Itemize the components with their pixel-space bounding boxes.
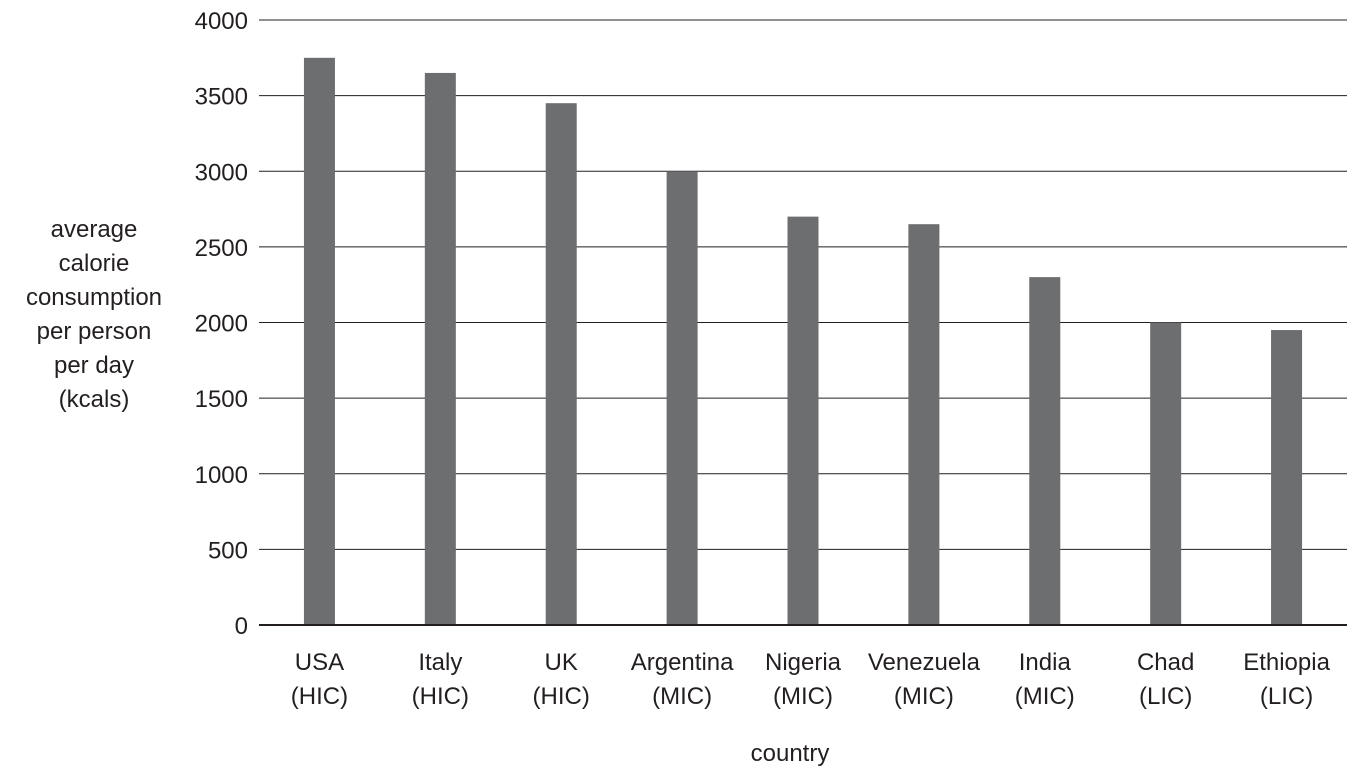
y-tick-label: 3000 — [195, 159, 248, 186]
x-tick-label-line: (LIC) — [1139, 683, 1192, 710]
y-tick-label: 2000 — [195, 311, 248, 338]
bar-6 — [1029, 277, 1061, 625]
x-tick-label: USA (HIC) — [291, 649, 348, 710]
x-tick-label-line: UK — [545, 649, 578, 676]
x-tick-label-line: India — [1019, 649, 1072, 676]
x-tick-label: India (MIC) — [1015, 649, 1075, 710]
y-tick-label: 1500 — [195, 386, 248, 413]
y-tick-label: 2500 — [195, 235, 248, 262]
y-tick-label: 4000 — [195, 8, 248, 35]
y-tick-label: 3500 — [195, 84, 248, 111]
bar-5 — [908, 224, 940, 625]
bar-8 — [1271, 330, 1303, 625]
bar-2 — [545, 103, 577, 625]
x-tick-label-line: Italy — [418, 649, 462, 676]
bar-1 — [424, 72, 456, 625]
x-tick-label-line: Venezuela — [868, 649, 981, 676]
x-tick-label-line: (HIC) — [412, 683, 469, 710]
x-tick-label-line: USA — [295, 649, 344, 676]
bar-4 — [787, 216, 819, 625]
x-tick-label-line: (HIC) — [533, 683, 590, 710]
x-tick-label-line: Ethiopia — [1243, 649, 1330, 676]
y-tick-label: 0 — [235, 613, 248, 640]
y-axis-label: average calorie consumption per person p… — [25, 216, 163, 413]
x-tick-label-line: Argentina — [631, 649, 734, 676]
x-tick-label-line: (MIC) — [894, 683, 954, 710]
y-tick-label: 500 — [208, 537, 248, 564]
x-tick-label: Chad (LIC) — [1137, 649, 1194, 710]
bar-3 — [666, 171, 698, 625]
x-tick-label: Ethiopia (LIC) — [1243, 649, 1330, 710]
y-tick-label: 1000 — [195, 462, 248, 489]
x-tick-label: Argentina (MIC) — [631, 649, 734, 710]
x-tick-label-line: (LIC) — [1260, 683, 1313, 710]
x-tick-label: UK (HIC) — [533, 649, 590, 710]
bar-7 — [1150, 322, 1182, 625]
bar-0 — [303, 57, 335, 625]
x-tick-label: Venezuela (MIC) — [868, 649, 981, 710]
x-tick-label-line: (HIC) — [291, 683, 348, 710]
x-axis-label: country — [750, 740, 830, 767]
x-tick-label: Italy (HIC) — [412, 649, 469, 710]
x-tick-label-line: Chad — [1137, 649, 1194, 676]
x-tick-label: Nigeria (MIC) — [765, 649, 842, 710]
x-tick-label-line: Nigeria — [765, 649, 842, 676]
x-tick-label-line: (MIC) — [652, 683, 712, 710]
x-tick-label-line: (MIC) — [1015, 683, 1075, 710]
x-tick-label-line: (MIC) — [773, 683, 833, 710]
